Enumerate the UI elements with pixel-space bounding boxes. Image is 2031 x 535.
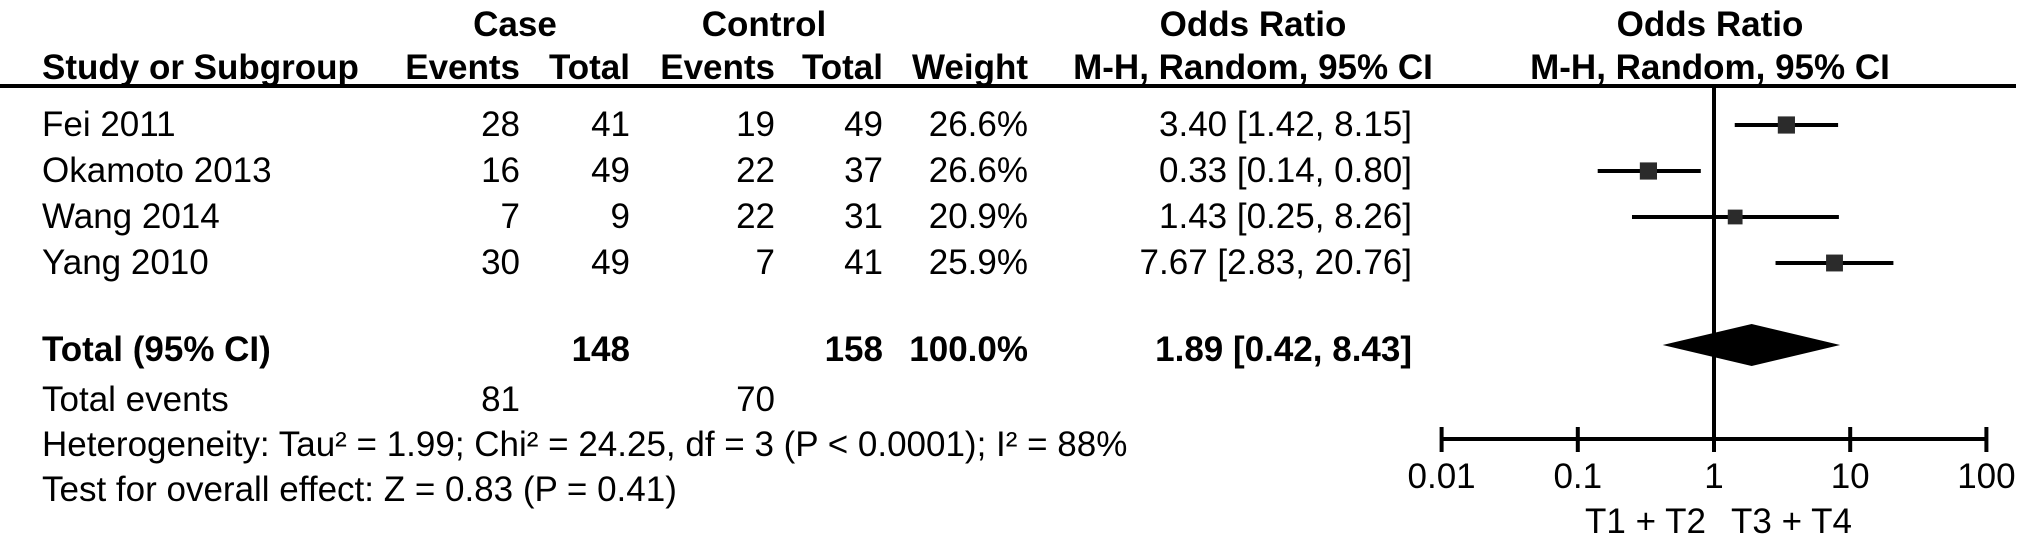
total-events-label: Total events xyxy=(42,380,229,419)
control-events-value: 19 xyxy=(736,105,775,144)
total-case-total: 148 xyxy=(571,330,630,369)
weight-value: 25.9% xyxy=(928,243,1028,282)
weight-value: 26.6% xyxy=(928,151,1028,190)
x-axis-tick-label: 0.01 xyxy=(1408,457,1476,496)
total-events-control: 70 xyxy=(736,380,775,419)
header-mh-text-column: M-H, Random, 95% CI xyxy=(1073,48,1433,87)
control-events-value: 22 xyxy=(736,197,775,236)
header-control-group: Control xyxy=(701,5,827,44)
header-control-total: Total xyxy=(801,48,883,87)
control-total-value: 37 xyxy=(844,151,883,190)
control-total-value: 49 xyxy=(844,105,883,144)
study-name: Okamoto 2013 xyxy=(42,151,272,190)
favours-left-label: T1 + T2 xyxy=(1585,502,1706,535)
control-total-value: 31 xyxy=(844,197,883,236)
case-total-value: 49 xyxy=(591,151,630,190)
case-events-value: 7 xyxy=(500,197,520,236)
or-ci-value: 1.43 [0.25, 8.26] xyxy=(1159,197,1412,236)
study-name: Yang 2010 xyxy=(42,243,209,282)
effect-square xyxy=(1639,162,1658,180)
case-total-value: 9 xyxy=(610,197,630,236)
total-label: Total (95% CI) xyxy=(42,330,271,369)
or-ci-value: 7.67 [2.83, 20.76] xyxy=(1139,243,1412,282)
case-events-value: 28 xyxy=(481,105,520,144)
case-events-value: 30 xyxy=(481,243,520,282)
weight-value: 20.9% xyxy=(928,197,1028,236)
header-case-group: Case xyxy=(473,5,557,44)
weight-value: 26.6% xyxy=(928,105,1028,144)
header-case-events: Events xyxy=(405,48,520,87)
effect-square xyxy=(1777,116,1795,134)
favours-right-label: T3 + T4 xyxy=(1731,502,1852,535)
x-axis-tick-label: 10 xyxy=(1831,457,1870,496)
header-study: Study or Subgroup xyxy=(42,48,359,87)
header-odds-ratio-plot-column: Odds Ratio xyxy=(1616,5,1804,44)
case-total-value: 49 xyxy=(591,243,630,282)
or-ci-value: 0.33 [0.14, 0.80] xyxy=(1159,151,1412,190)
x-axis-tick-label: 100 xyxy=(1957,457,2015,496)
header-weight: Weight xyxy=(911,48,1028,87)
total-or-ci: 1.89 [0.42, 8.43] xyxy=(1155,330,1412,369)
effect-square xyxy=(1826,254,1843,272)
heterogeneity-text: Heterogeneity: Tau² = 1.99; Chi² = 24.25… xyxy=(42,425,1128,464)
x-axis-tick-label: 0.1 xyxy=(1553,457,1602,496)
header-mh-plot-column: M-H, Random, 95% CI xyxy=(1530,48,1890,87)
case-events-value: 16 xyxy=(481,151,520,190)
total-control-total: 158 xyxy=(824,330,883,369)
x-axis-tick-label: 1 xyxy=(1704,457,1723,496)
control-events-value: 7 xyxy=(755,243,775,282)
total-events-case: 81 xyxy=(481,380,520,419)
header-rule xyxy=(0,84,2016,88)
header-case-total: Total xyxy=(548,48,630,87)
header-odds-ratio-text-column: Odds Ratio xyxy=(1159,5,1347,44)
control-total-value: 41 xyxy=(844,243,883,282)
study-name: Fei 2011 xyxy=(42,105,176,144)
control-events-value: 22 xyxy=(736,151,775,190)
overall-effect-text: Test for overall effect: Z = 0.83 (P = 0… xyxy=(42,470,677,509)
total-weight: 100.0% xyxy=(909,330,1028,369)
or-ci-value: 3.40 [1.42, 8.15] xyxy=(1159,105,1412,144)
header-control-events: Events xyxy=(660,48,775,87)
study-name: Wang 2014 xyxy=(42,197,220,236)
case-total-value: 41 xyxy=(591,105,630,144)
summary-diamond xyxy=(1662,324,1841,366)
effect-square xyxy=(1727,209,1743,225)
